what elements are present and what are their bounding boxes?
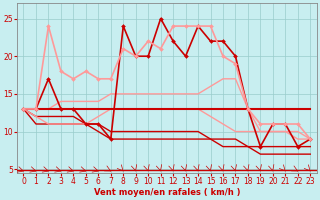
X-axis label: Vent moyen/en rafales ( km/h ): Vent moyen/en rafales ( km/h ) — [94, 188, 240, 197]
